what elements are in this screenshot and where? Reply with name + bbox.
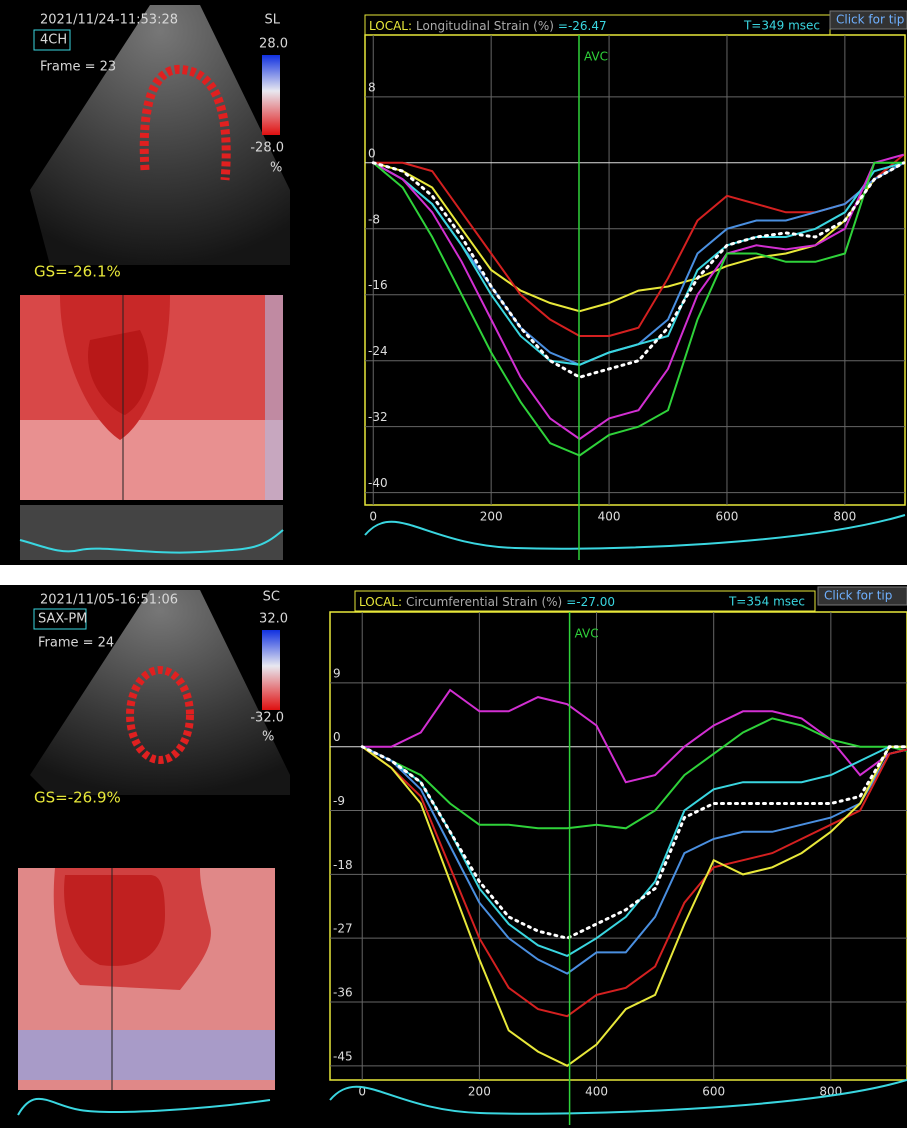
color-bar (262, 55, 280, 135)
x-tick-label: 600 (702, 1085, 725, 1099)
scale-max: 32.0 (259, 612, 288, 627)
x-tick-label: 600 (716, 510, 739, 524)
tip-label[interactable]: Click for tip (824, 589, 892, 603)
heatmap-zone (265, 295, 283, 500)
y-tick-label: -45 (333, 1049, 353, 1063)
header-prefix: LOCAL: (369, 19, 412, 33)
header-prefix: LOCAL: (359, 595, 402, 609)
scale-min: -28.0 (250, 141, 284, 156)
scale-label: SL (265, 13, 281, 28)
view: SAX-PM (38, 612, 87, 627)
timestamp: 2021/11/05-16:51:06 (40, 593, 178, 608)
global-strain: GS=-26.1% (34, 263, 121, 281)
y-tick-label: 0 (333, 730, 341, 744)
global-strain: GS=-26.9% (34, 789, 121, 807)
page: 2021/11/24-11:53:28 4CH Frame = 23 SL 28… (0, 0, 907, 1128)
y-tick-label: 0 (368, 146, 376, 160)
timestamp: 2021/11/24-11:53:28 (40, 13, 178, 28)
scale-min: -32.0 (250, 711, 284, 726)
y-tick-label: -27 (333, 922, 353, 936)
header: LOCAL: Circumferential Strain (%) =-27.00 (359, 595, 615, 609)
color-bar (262, 630, 280, 710)
x-tick-label: 400 (598, 510, 621, 524)
heatmap-zone (20, 420, 283, 500)
avc-label: AVC (584, 50, 608, 64)
screen: 2021/11/24-11:53:28 4CH Frame = 23 SL 28… (0, 0, 907, 1128)
header-value: =-26.47 (558, 19, 607, 33)
y-tick-label: -16 (368, 278, 388, 292)
header-title: Longitudinal Strain (%) (416, 19, 554, 33)
header-time: T=349 msec (743, 19, 820, 33)
y-tick-label: -32 (368, 410, 388, 424)
y-tick-label: -18 (333, 858, 353, 872)
scale-max: 28.0 (259, 37, 288, 52)
y-tick-label: 8 (368, 80, 376, 94)
scale-label: SC (263, 590, 280, 605)
y-tick-label: 9 (333, 666, 341, 680)
scale-unit: % (270, 161, 282, 176)
x-tick-label: 200 (468, 1085, 491, 1099)
x-tick-label: 800 (833, 510, 856, 524)
x-tick-label: 200 (480, 510, 503, 524)
header-title: Circumferential Strain (%) (406, 595, 562, 609)
y-tick-label: -9 (333, 794, 345, 808)
view: 4CH (40, 33, 67, 48)
frame: Frame = 24 (38, 636, 114, 651)
avc-label: AVC (575, 627, 599, 641)
header: LOCAL: Longitudinal Strain (%) =-26.47 (369, 19, 607, 33)
y-tick-label: -40 (368, 476, 388, 490)
tip-label[interactable]: Click for tip (836, 13, 904, 27)
heatmap-zone (18, 1030, 275, 1080)
frame: Frame = 23 (40, 60, 116, 75)
y-tick-label: -8 (368, 212, 380, 226)
header-time: T=354 msec (728, 595, 805, 609)
header-value: =-27.00 (566, 595, 615, 609)
y-tick-label: -36 (333, 986, 353, 1000)
x-tick-label: 400 (585, 1085, 608, 1099)
y-tick-label: -24 (368, 344, 388, 358)
scale-unit: % (262, 730, 274, 745)
x-tick-label: 0 (369, 510, 377, 524)
